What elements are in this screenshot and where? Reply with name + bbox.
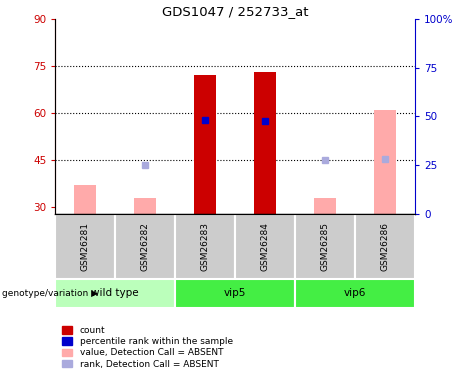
Text: GSM26284: GSM26284 <box>260 222 270 271</box>
Bar <box>235 214 295 279</box>
Text: vip5: vip5 <box>224 288 246 298</box>
Text: GSM26285: GSM26285 <box>320 222 330 271</box>
Text: vip6: vip6 <box>344 288 366 298</box>
Text: GSM26286: GSM26286 <box>380 222 390 271</box>
Bar <box>374 110 396 214</box>
Text: genotype/variation ▶: genotype/variation ▶ <box>2 289 98 298</box>
Bar <box>295 214 355 279</box>
Bar <box>355 214 415 279</box>
Bar <box>195 75 216 214</box>
Bar <box>115 214 175 279</box>
Text: GSM26282: GSM26282 <box>141 222 150 271</box>
Legend: count, percentile rank within the sample, value, Detection Call = ABSENT, rank, : count, percentile rank within the sample… <box>60 324 235 370</box>
Bar <box>135 198 156 214</box>
Text: wild type: wild type <box>91 288 139 298</box>
Text: GSM26283: GSM26283 <box>201 222 210 271</box>
Text: GSM26281: GSM26281 <box>81 222 90 271</box>
Bar <box>175 214 235 279</box>
Bar <box>75 186 96 214</box>
Bar <box>254 72 276 214</box>
Title: GDS1047 / 252733_at: GDS1047 / 252733_at <box>162 4 308 18</box>
Bar <box>175 279 295 308</box>
Bar <box>314 198 336 214</box>
Bar <box>295 279 415 308</box>
Bar <box>55 214 115 279</box>
Bar <box>55 279 175 308</box>
